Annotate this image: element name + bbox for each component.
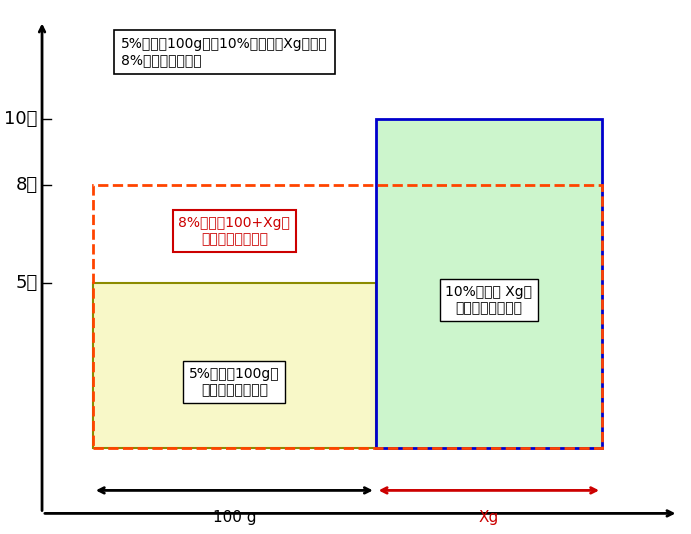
Bar — [93, 185, 602, 447]
Bar — [376, 119, 602, 447]
Text: 5%食塩水100gに、10%食塩水をXg混ぜて
8%食塩水を作れ！: 5%食塩水100gに、10%食塩水をXg混ぜて 8%食塩水を作れ！ — [121, 37, 328, 67]
Text: Xg: Xg — [479, 510, 499, 525]
Text: 10％: 10％ — [4, 110, 38, 128]
Text: 8%食塩水100+Xgに
含まれる食塩の量: 8%食塩水100+Xgに 含まれる食塩の量 — [178, 216, 290, 246]
Text: 8％: 8％ — [16, 176, 38, 194]
Text: 5％: 5％ — [15, 274, 38, 293]
Text: 10%食塩水 Xgに
含まれる食塩の量: 10%食塩水 Xgに 含まれる食塩の量 — [446, 285, 532, 315]
Text: 100 g: 100 g — [213, 510, 256, 525]
Text: 5%食塩水100gに
含まれる食塩の量: 5%食塩水100gに 含まれる食塩の量 — [189, 367, 280, 397]
Bar — [93, 284, 376, 447]
